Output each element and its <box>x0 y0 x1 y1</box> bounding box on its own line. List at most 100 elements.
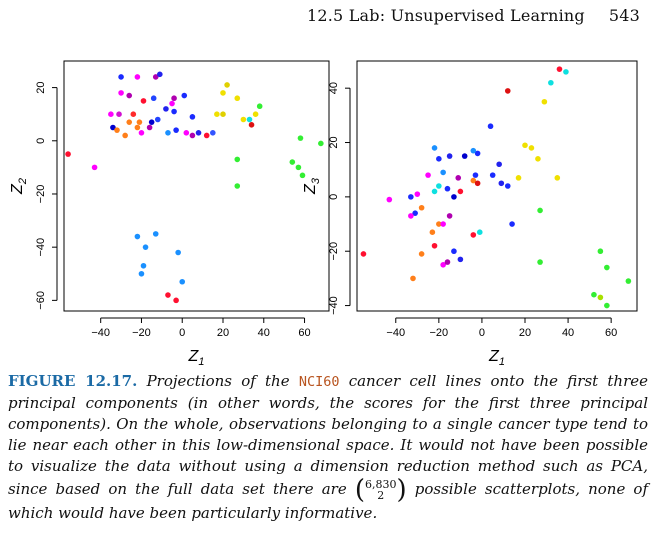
data-point <box>179 278 186 285</box>
data-point <box>91 164 98 171</box>
data-point <box>440 221 446 227</box>
data-point <box>146 124 153 131</box>
y-tick-label: 20 <box>35 81 47 93</box>
data-point <box>436 156 442 162</box>
x-tick-label: −40 <box>91 327 110 339</box>
data-point <box>470 147 477 154</box>
data-point <box>474 150 481 157</box>
data-point <box>118 74 124 80</box>
data-point <box>248 122 255 128</box>
x-tick-label: −20 <box>430 327 449 339</box>
data-point <box>116 111 122 117</box>
dataset-name: NCI60 <box>298 374 340 390</box>
data-point <box>451 248 457 255</box>
data-point <box>118 90 124 96</box>
data-point <box>625 278 632 284</box>
data-point <box>414 191 421 197</box>
x-tick-label: −20 <box>132 327 151 339</box>
data-point <box>604 302 610 309</box>
data-point <box>173 297 179 304</box>
data-point <box>457 256 464 263</box>
data-point <box>224 82 230 88</box>
data-point <box>410 275 416 282</box>
data-point <box>436 183 442 189</box>
data-point <box>110 124 116 131</box>
page-number: 543 <box>608 6 640 25</box>
data-point <box>522 142 528 149</box>
data-point <box>297 135 304 141</box>
data-point <box>152 231 159 237</box>
data-point <box>154 116 161 123</box>
data-point <box>114 127 120 133</box>
data-point <box>597 248 604 255</box>
data-point <box>408 213 414 219</box>
data-point <box>134 74 141 80</box>
y-axis-label: Z2 <box>9 178 29 195</box>
data-point <box>528 145 535 151</box>
x-tick-label: 0 <box>179 327 185 339</box>
data-point <box>195 130 202 136</box>
data-point <box>556 66 563 72</box>
data-point <box>476 229 483 235</box>
data-point <box>134 124 141 131</box>
data-point <box>318 140 324 147</box>
data-point <box>140 262 147 269</box>
data-point <box>152 74 159 80</box>
x-tick-label: 0 <box>479 327 485 339</box>
data-point <box>171 95 177 102</box>
binom-top: 6,830 <box>364 478 397 491</box>
data-point <box>429 229 436 235</box>
data-point <box>234 95 241 102</box>
data-point <box>126 119 133 125</box>
data-point <box>470 232 477 238</box>
data-point <box>138 270 145 277</box>
data-point <box>220 111 226 117</box>
data-point <box>140 98 147 104</box>
data-point <box>210 130 216 136</box>
x-tick-label: 20 <box>519 327 531 339</box>
data-point <box>163 106 169 112</box>
data-point <box>150 95 157 102</box>
data-point <box>470 177 477 184</box>
data-point <box>418 251 425 257</box>
data-point <box>444 185 451 192</box>
x-axis-label: Z1 <box>488 348 505 365</box>
data-point <box>487 123 494 130</box>
caption-text-3: possible scatterplots, none of which wou… <box>8 480 648 522</box>
data-point <box>165 292 171 298</box>
data-point <box>548 79 554 86</box>
scatter-plot-z1-z3: −40 −20 0 20 40 60 −40 −20 0 20 40 Z1 Z3 <box>302 60 638 365</box>
x-tick-label: 60 <box>605 327 617 339</box>
x-tick-label: −40 <box>386 327 405 339</box>
data-point <box>489 172 496 178</box>
data-point <box>509 221 515 227</box>
data-point <box>604 264 610 271</box>
data-point <box>130 111 137 117</box>
data-point <box>440 169 446 176</box>
figure-label: FIGURE 12.17. <box>8 372 138 390</box>
y-tick-label: 40 <box>328 82 340 94</box>
data-point <box>496 161 502 168</box>
data-point <box>256 103 263 110</box>
data-point <box>234 183 241 189</box>
data-point <box>446 153 453 159</box>
data-point <box>554 175 561 181</box>
data-point <box>408 194 414 200</box>
data-point <box>446 213 453 219</box>
data-point <box>537 207 543 214</box>
data-point <box>65 151 71 157</box>
binom-bottom: 2 <box>377 489 385 502</box>
data-point <box>461 153 468 159</box>
figure-caption: FIGURE 12.17. Projections of the NCI60 c… <box>8 371 648 524</box>
data-point <box>360 251 367 257</box>
y-axis-label: Z3 <box>302 177 322 195</box>
caption-text-2: cancer cell lines onto the first three p… <box>8 372 649 498</box>
data-point <box>431 188 438 195</box>
x-axis-label: Z1 <box>188 348 205 365</box>
data-point <box>440 262 446 268</box>
data-point <box>444 259 451 265</box>
data-point <box>252 111 259 117</box>
data-point <box>183 130 190 136</box>
figure-plots: −40 −20 0 20 40 60 −60 −40 −20 0 20 Z1 Z2 −40 −20 0 20 4… <box>9 60 638 365</box>
plot-frame <box>63 60 330 312</box>
